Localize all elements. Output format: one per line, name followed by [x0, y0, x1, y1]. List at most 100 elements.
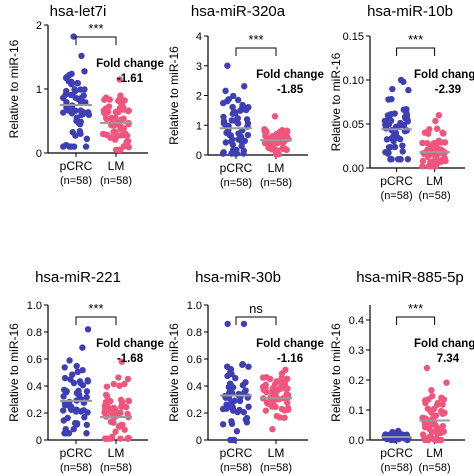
- data-point-LM: [437, 146, 445, 153]
- data-point-LM: [419, 139, 426, 147]
- data-point-LM: [273, 378, 280, 385]
- data-point-pCRC: [227, 366, 235, 373]
- y-tick-label: 1: [196, 120, 202, 132]
- data-point-LM: [121, 426, 128, 433]
- data-point-LM: [259, 374, 267, 381]
- fold-change-label: Fold change: [96, 58, 164, 70]
- data-point-LM: [429, 145, 437, 153]
- y-tick-label: 2: [196, 91, 202, 103]
- x-tick-label: pCRC: [220, 161, 253, 175]
- data-point-LM: [103, 131, 111, 139]
- y-tick-label: 0.3: [349, 345, 364, 357]
- data-point-pCRC: [385, 120, 393, 128]
- data-point-LM: [266, 375, 274, 383]
- x-tick-label: LM: [426, 174, 443, 188]
- data-point-pCRC: [72, 87, 79, 95]
- fold-change-label: Fold change: [414, 69, 474, 81]
- data-point-LM: [278, 383, 285, 390]
- data-point-pCRC: [243, 414, 251, 422]
- significance-marker: ***: [408, 32, 423, 47]
- data-point-pCRC: [69, 108, 77, 115]
- data-point-pCRC: [64, 414, 71, 422]
- y-axis-label: Relative to miR-16: [7, 39, 21, 138]
- significance-marker: ***: [408, 301, 423, 316]
- y-tick-label: 4: [196, 31, 202, 43]
- data-point-pCRC: [391, 110, 398, 117]
- data-point-LM: [433, 125, 441, 132]
- data-point-pCRC: [83, 388, 91, 395]
- data-point-pCRC: [73, 389, 81, 397]
- data-point-LM: [269, 426, 276, 433]
- data-point-LM: [101, 96, 108, 103]
- data-point-pCRC: [404, 156, 412, 163]
- data-point-LM: [104, 435, 112, 442]
- chart-panel-1: hsa-let7i Relative to miR-16 0 1 2 pCRC (n=58)…: [7, 3, 164, 187]
- fold-change-value: -1.61: [117, 73, 144, 85]
- fold-change-value: -1.85: [277, 84, 304, 96]
- data-point-pCRC: [235, 130, 242, 137]
- data-point-LM: [110, 129, 117, 136]
- data-point-pCRC: [388, 95, 395, 103]
- data-point-LM: [118, 358, 126, 365]
- significance-bracket: [75, 316, 117, 325]
- data-point-pCRC: [73, 80, 81, 87]
- data-point-LM: [284, 399, 291, 406]
- data-point-LM: [112, 428, 119, 435]
- y-axis-label: Relative to miR-16: [329, 52, 343, 151]
- y-tick-label: 0.2: [27, 408, 42, 420]
- data-point-pCRC: [241, 83, 248, 90]
- data-point-LM: [284, 391, 292, 399]
- data-point-pCRC: [392, 129, 399, 136]
- data-point-LM: [123, 138, 130, 145]
- chart-panel-5: hsa-miR-30b Relative to miR-16 0 0.2 0.4 0.6 0…: [167, 269, 324, 474]
- significance-marker: ***: [88, 301, 103, 316]
- x-tick-sublabel: (n=58): [60, 462, 92, 474]
- data-point-pCRC: [234, 96, 242, 104]
- data-point-LM: [115, 374, 122, 381]
- data-point-LM: [428, 386, 435, 394]
- data-point-pCRC: [84, 326, 92, 333]
- data-point-pCRC: [220, 113, 227, 121]
- data-point-pCRC: [63, 87, 70, 95]
- data-point-pCRC: [228, 418, 235, 425]
- data-point-pCRC: [235, 136, 242, 143]
- data-point-LM: [281, 414, 288, 421]
- data-point-pCRC: [72, 132, 79, 139]
- data-point-pCRC: [384, 112, 392, 119]
- data-point-pCRC: [243, 116, 251, 123]
- data-point-pCRC: [60, 109, 67, 116]
- data-point-pCRC: [388, 134, 395, 142]
- x-tick-sublabel: (n=58): [260, 462, 292, 474]
- y-tick-label: 0.10: [343, 75, 364, 87]
- data-point-pCRC: [82, 143, 90, 150]
- data-point-LM: [284, 385, 291, 392]
- y-axis-label: Relative to miR-16: [167, 323, 181, 422]
- data-point-LM: [111, 136, 119, 143]
- data-point-LM: [117, 409, 124, 417]
- data-point-pCRC: [221, 121, 229, 128]
- y-tick-label: 0.15: [343, 31, 364, 43]
- data-point-pCRC: [391, 143, 399, 151]
- data-point-pCRC: [403, 111, 411, 119]
- data-point-pCRC: [234, 115, 242, 122]
- data-point-LM: [110, 419, 117, 426]
- data-point-LM: [262, 384, 269, 391]
- data-point-LM: [106, 96, 113, 103]
- x-tick-label: LM: [268, 161, 285, 175]
- data-point-LM: [120, 115, 127, 122]
- data-point-pCRC: [220, 149, 227, 156]
- y-tick-label: 3: [196, 61, 202, 73]
- data-point-LM: [439, 129, 446, 136]
- x-tick-label: LM: [108, 159, 125, 173]
- data-point-LM: [124, 375, 132, 383]
- data-point-LM: [103, 383, 111, 390]
- y-axis-label: Relative to miR-16: [167, 46, 181, 145]
- fold-change-value: -2.39: [435, 84, 461, 96]
- data-point-pCRC: [81, 86, 88, 93]
- data-point-pCRC: [83, 421, 91, 429]
- data-point-pCRC: [60, 386, 68, 394]
- x-tick-label: LM: [108, 446, 125, 460]
- data-point-pCRC: [70, 425, 77, 433]
- x-tick-sublabel: (n=58): [60, 175, 92, 187]
- chart-panel-3: hsa-miR-10b Relative to miR-160.00 0.05 0.1…: [329, 3, 474, 202]
